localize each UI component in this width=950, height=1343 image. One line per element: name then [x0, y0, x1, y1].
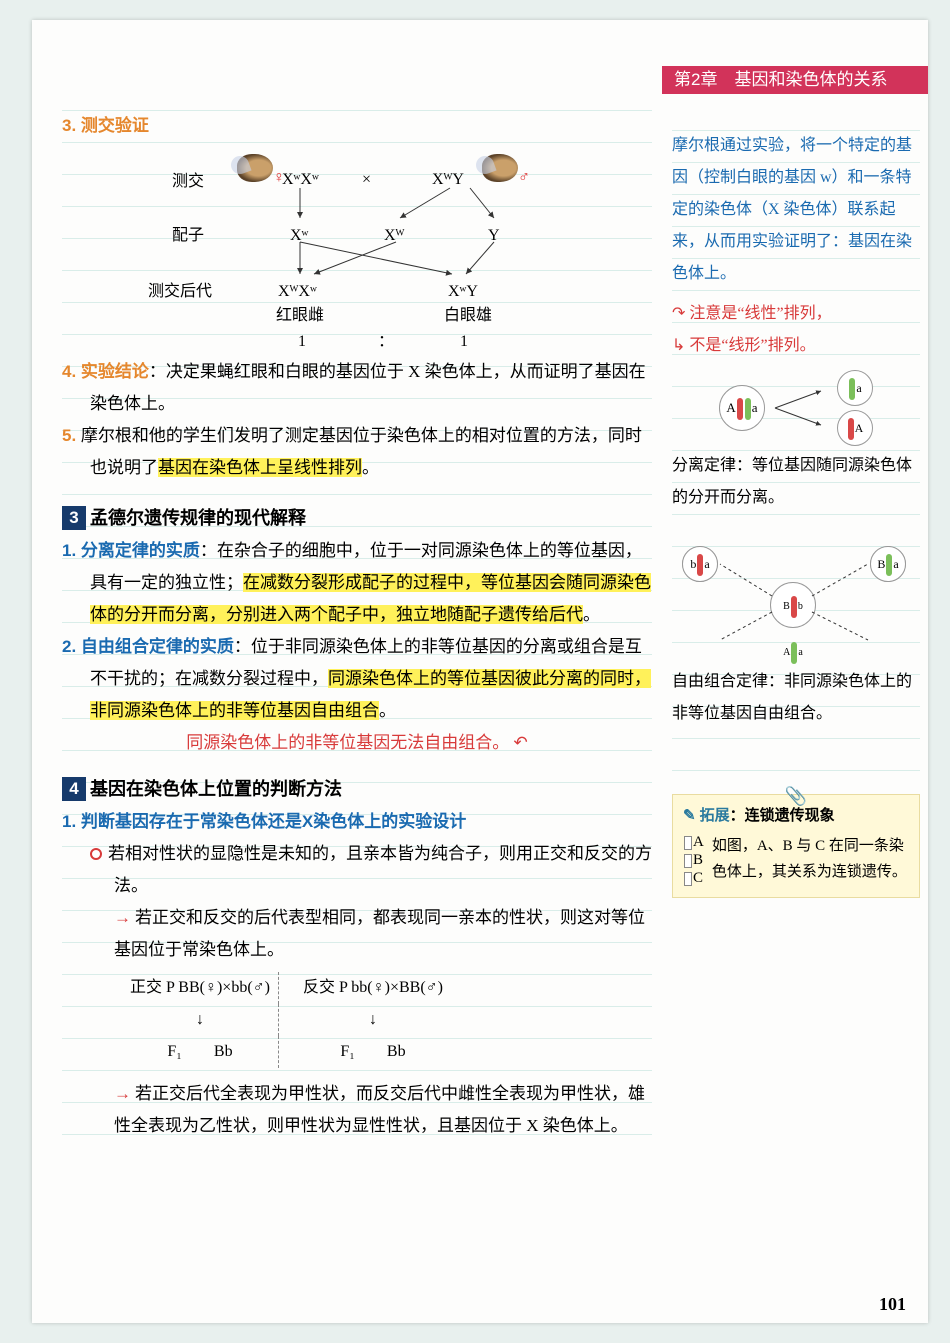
f1-b-label: 白眼雄	[444, 300, 492, 332]
curve-arrow-icon-3: ↳	[672, 337, 685, 354]
section-4-heading: 4基因在染色体上位置的判断方法	[62, 773, 652, 806]
side-red-2: ↳ 不是“线形”排列。	[672, 330, 920, 362]
testcross-arrows	[62, 146, 652, 356]
testcross-diagram: 测交 配子 测交后代 ♀ XʷXʷ × XᵂY ♂ Xʷ Xᵂ Y XᵂXʷ X…	[62, 146, 652, 356]
ct-bb-l: Bb	[214, 1043, 233, 1060]
ct-arrow-r: ↓	[295, 1004, 451, 1036]
row-label-g: 配子	[172, 220, 204, 252]
sec4-num: 4	[62, 777, 86, 801]
pen-icon: ✎	[683, 807, 696, 824]
s3-para-1: 1. 分离定律的实质：在杂合子的细胞中，位于一对同源染色体上的等位基因，具有一定…	[62, 535, 652, 631]
para-5: 5. 摩尔根和他的学生们发明了测定基因位于染色体上的相对位置的方法，同时也说明了…	[62, 420, 652, 484]
arrow-icon: →	[114, 908, 131, 927]
fly-female: ♀	[237, 154, 285, 194]
fly-male: ♂	[482, 154, 530, 194]
arrow-icon-2: →	[114, 1084, 131, 1103]
bullet-icon	[90, 848, 102, 860]
ratio-sep: ：	[378, 326, 394, 358]
ct-f1-r: F₁	[340, 1043, 354, 1060]
clip-icon: 📎	[785, 783, 807, 809]
linkage-mini-chromo: A B C	[683, 833, 704, 887]
cell-a: a	[837, 370, 873, 406]
cross-table: 正交 P BB(♀)×bb(♂) 反交 P bb(♀)×BB(♂) ↓ ↓ F₁…	[122, 972, 652, 1068]
cross-x: ×	[362, 164, 371, 196]
assortment-diagram: BbAa BA bA ba Ba	[672, 544, 920, 664]
curve-arrow-icon: ↶	[514, 733, 528, 752]
sec3-title: 孟德尔遗传规律的现代解释	[90, 508, 306, 528]
ct-arrow-l: ↓	[122, 1004, 279, 1036]
chapter-tab: 第2章 基因和染色体的关系	[662, 66, 928, 94]
s3p1-b: 。	[583, 605, 600, 624]
g-1: Xʷ	[290, 220, 308, 252]
s3p2-b: 。	[379, 701, 396, 720]
label-C: C	[693, 870, 703, 886]
callout-linkage: 📎 ✎拓展：连锁遗传现象 A B C 如图，A、B 与 C 在同一条染色体上，其…	[672, 794, 920, 898]
seg-caption: 分离定律：等位基因随同源染色体的分开而分离。	[672, 450, 920, 514]
p-female: XʷXʷ	[282, 164, 319, 196]
comb-caption: 自由组合定律：非同源染色体上的非等位基因自由组合。	[672, 666, 920, 730]
s4-h1: 1. 判断基因存在于常染色体还是X染色体上的实验设计	[62, 806, 652, 838]
s3p1-lead: 1. 分离定律的实质	[62, 541, 200, 560]
ratio-r: 1	[460, 326, 468, 358]
side-red-1: ↷ 注意是“线性”排列，	[672, 298, 920, 330]
s4-bullet-1b: →若正交后代全表现为甲性状，而反交后代中雌性全表现为甲性状，雄性全表现为乙性状，…	[62, 1078, 652, 1142]
ct-f1-l: F₁	[167, 1043, 181, 1060]
main-column: 3. 测交验证 测交 配子 测交后代	[62, 110, 652, 1142]
s3-para-2: 2. 自由组合定律的实质：位于非同源染色体上的非等位基因的分离或组合是互不干扰的…	[62, 631, 652, 727]
g-3: Y	[488, 220, 500, 252]
ct-head-r: 反交 P bb(♀)×BB(♂)	[295, 972, 451, 1004]
side-column: 摩尔根通过实验，将一个特定的基因（控制白眼的基因 w）和一条特定的染色体（X 染…	[672, 130, 920, 898]
para-4: 4. 实验结论：决定果蝇红眼和白眼的基因位于 X 染色体上，从而证明了基因在染色…	[62, 356, 652, 420]
s3-red-note: 同源染色体上的非等位基因无法自由组合。 ↶	[62, 727, 652, 759]
row-label-f: 测交后代	[148, 276, 212, 308]
row-label-p: 测交	[172, 166, 204, 198]
p4-body: ：决定果蝇红眼和白眼的基因位于 X 染色体上，从而证明了基因在染色体上。	[90, 362, 646, 413]
side-morgan-note: 摩尔根通过实验，将一个特定的基因（控制白眼的基因 w）和一条特定的染色体（X 染…	[672, 130, 920, 290]
cell-A: A	[837, 410, 873, 446]
s3p2-lead: 2. 自由组合定律的实质	[62, 637, 234, 656]
p5-hl: 基因在染色体上呈线性排列	[158, 458, 362, 477]
s4-bullet-1: 若相对性状的显隐性是未知的，且亲本皆为纯合子，则用正交和反交的方法。	[62, 838, 652, 902]
p4-lead: 4. 实验结论	[62, 362, 149, 381]
sec4-title: 基因在染色体上位置的判断方法	[90, 779, 342, 799]
sec3-num: 3	[62, 506, 86, 530]
callout-body: 如图，A、B 与 C 在同一条染色体上，其关系为连锁遗传。	[712, 833, 909, 885]
cell-Aa: Aa	[719, 385, 765, 431]
s4-bullet-1a: →若正交和反交的后代表型相同，都表现同一亲本的性状，则这对等位基因位于常染色体上…	[62, 902, 652, 966]
label-A: A	[693, 834, 704, 850]
section-3-heading: 3孟德尔遗传规律的现代解释	[62, 502, 652, 535]
seg-arrows	[771, 383, 831, 433]
g-2: Xᵂ	[384, 220, 404, 252]
p-male: XᵂY	[432, 164, 464, 196]
heading-3: 3. 测交验证	[62, 110, 652, 142]
curve-arrow-icon-2: ↷	[672, 305, 685, 322]
ratio-l: 1	[298, 326, 306, 358]
assort-arrows	[672, 544, 920, 664]
page-number: 101	[879, 1294, 906, 1315]
ct-head-l: 正交 P BB(♀)×bb(♂)	[122, 972, 279, 1004]
p5-b: 。	[362, 458, 379, 477]
p5-lead: 5.	[62, 426, 81, 445]
label-B: B	[693, 852, 703, 868]
ct-bb-r: Bb	[387, 1043, 406, 1060]
segregation-diagram: Aa a A	[672, 368, 920, 448]
